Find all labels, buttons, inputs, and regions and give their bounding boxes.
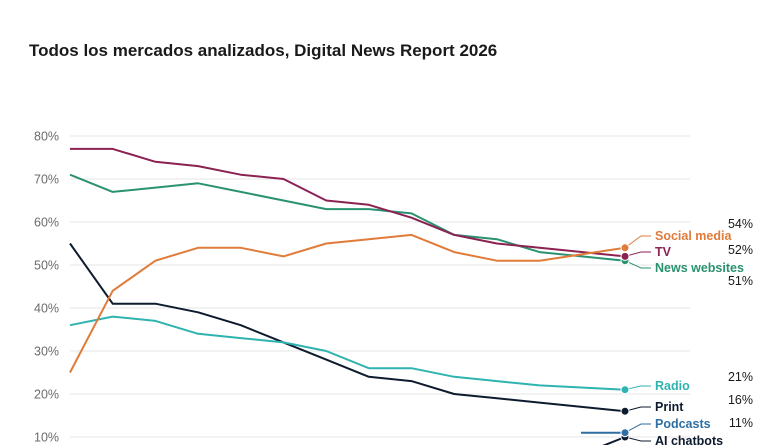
end-marker-radio xyxy=(620,385,630,395)
value-label-radio: 21% xyxy=(728,370,753,384)
leader-line-ai-chatbots xyxy=(624,436,651,442)
y-tick-label: 30% xyxy=(34,345,59,359)
value-label-social-media: 54% xyxy=(728,217,753,231)
value-label-print: 16% xyxy=(728,393,753,407)
y-tick-label: 70% xyxy=(34,173,59,187)
leader-line-podcasts xyxy=(624,423,651,434)
series-label-print: Print xyxy=(655,400,684,414)
series-line-tv xyxy=(70,147,626,258)
series-label-podcasts: Podcasts xyxy=(655,417,711,431)
end-marker-print xyxy=(620,406,630,416)
series-line-news-websites xyxy=(69,173,626,262)
value-label-news-websites: 51% xyxy=(728,274,753,288)
end-marker-podcasts xyxy=(620,428,630,438)
chart-title: Todos los mercados analizados, Digital N… xyxy=(29,41,498,60)
y-tick-label: 40% xyxy=(34,302,59,316)
series-label-news-websites: News websites xyxy=(655,261,744,275)
y-tick-label: 80% xyxy=(34,130,59,144)
y-tick-label: 20% xyxy=(34,388,59,402)
value-label-podcasts: 11% xyxy=(729,416,753,430)
series-label-radio: Radio xyxy=(655,379,690,393)
series-label-social-media: Social media xyxy=(655,229,732,243)
leader-line-print xyxy=(624,406,651,412)
leader-line-social-media xyxy=(624,235,651,249)
series-label-ai-chatbots: AI chatbots xyxy=(655,434,723,445)
y-tick-label: 50% xyxy=(34,259,59,273)
leader-line-news-websites xyxy=(624,260,651,269)
series-label-tv: TV xyxy=(655,245,672,259)
series-line-radio xyxy=(69,315,626,391)
series-line-print xyxy=(69,242,626,413)
series-line-social-media xyxy=(69,233,626,373)
end-marker-social-media xyxy=(620,243,630,253)
y-tick-label: 10% xyxy=(34,431,59,445)
leader-line-tv xyxy=(624,251,651,257)
leader-line-radio xyxy=(624,385,651,391)
series-line-ai-chatbots xyxy=(602,436,626,445)
y-tick-label: 60% xyxy=(34,216,59,230)
end-marker-tv xyxy=(620,251,630,261)
value-label-tv: 52% xyxy=(728,243,753,257)
